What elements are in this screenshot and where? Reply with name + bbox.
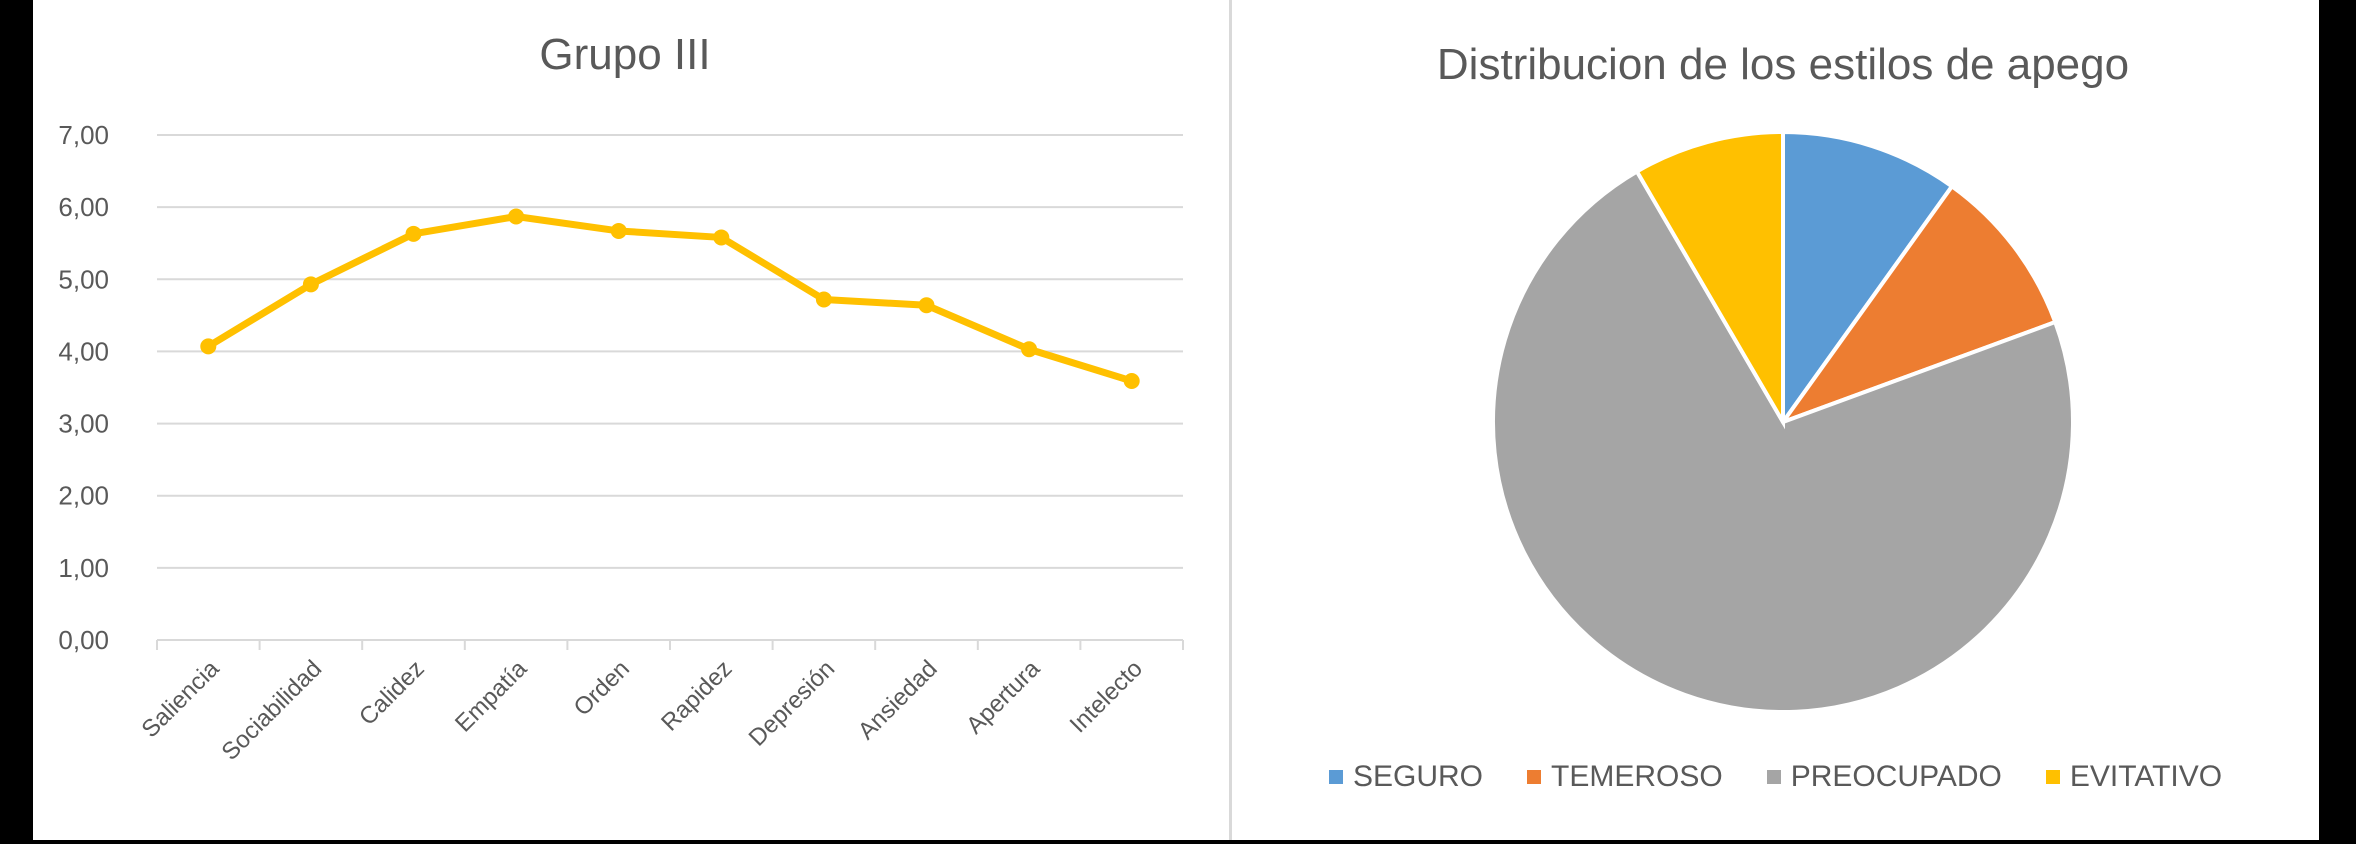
- x-tick-label: Orden: [569, 655, 635, 721]
- x-tick-label: Intelecto: [1065, 655, 1148, 738]
- y-axis-tick-labels: 0,00 1,00 2,00 3,00 4,00 5,00 6,00 7,00: [58, 120, 109, 655]
- y-tick-label: 1,00: [58, 553, 109, 583]
- y-tick-label: 4,00: [58, 336, 109, 366]
- pie-slice-evitativo: [1634, 129, 1785, 430]
- x-tick-label: Depresión: [744, 655, 840, 751]
- y-tick-label: 5,00: [58, 264, 109, 294]
- chart-divider: [1229, 0, 1232, 840]
- pie-slices: [1491, 129, 2075, 714]
- legend-swatch-preocupado-icon: [1766, 770, 1781, 784]
- pie-chart-title: Distribucion de los estilos de apego: [1436, 40, 2130, 89]
- data-point-marker: [815, 291, 832, 308]
- legend-label: TEMEROSO: [1551, 760, 1723, 793]
- x-tick-label: Apertura: [961, 655, 1046, 740]
- legend-swatch-evitativo-icon: [2045, 770, 2060, 784]
- pie-slice-preocupado: [1491, 168, 2075, 714]
- x-tick-label: Sociabilidad: [217, 655, 328, 766]
- y-gridlines: [157, 134, 1183, 569]
- legend-label: EVITATIVO: [2069, 760, 2223, 793]
- pie-slice-temeroso: [1777, 183, 2058, 427]
- data-point-marker: [713, 229, 730, 246]
- legend-item-temeroso: TEMEROSO: [1527, 760, 1723, 794]
- series-line: [206, 213, 1133, 385]
- x-tick-label: Calidez: [354, 655, 430, 731]
- data-point-marker: [610, 222, 627, 239]
- line-chart: 0,00 1,00 2,00 3,00 4,00 5,00 6,00 7,00 Salienc…: [58, 120, 1184, 766]
- x-tick-label: Saliencia: [137, 655, 225, 743]
- data-point-marker: [508, 208, 525, 225]
- data-point-marker: [1021, 341, 1038, 358]
- y-tick-label: 2,00: [58, 481, 109, 511]
- x-tick-label: Rapidez: [656, 655, 737, 736]
- data-point-marker: [405, 225, 422, 242]
- data-point-marker: [918, 297, 935, 314]
- legend-item-seguro: SEGURO: [1329, 760, 1483, 794]
- chart-canvas: Grupo III 0,00 1,00 2,00 3,00 4,00 5,00 6,00 7,…: [33, 0, 2319, 840]
- legend-swatch-temeroso-icon: [1527, 770, 1542, 784]
- line-chart-title: Grupo III: [539, 30, 711, 79]
- data-point-marker: [302, 276, 319, 293]
- legend-label: SEGURO: [1353, 760, 1484, 793]
- pie-legend: SEGURO TEMEROSO PREOCUPADO EVITATIVO: [1329, 760, 2222, 794]
- y-tick-label: 6,00: [58, 192, 109, 222]
- legend-item-preocupado: PREOCUPADO: [1766, 760, 2002, 794]
- data-point-marker: [1123, 373, 1140, 390]
- x-tick-label: Empatía: [450, 655, 533, 738]
- pie-slice-seguro: [1781, 129, 1955, 429]
- y-tick-label: 3,00: [58, 409, 109, 439]
- y-tick-label: 0,00: [58, 625, 109, 655]
- x-tick-label: Ansiedad: [853, 655, 943, 745]
- y-tick-label: 7,00: [58, 120, 109, 150]
- legend-swatch-seguro-icon: [1329, 770, 1343, 784]
- legend-item-evitativo: EVITATIVO: [2045, 760, 2223, 794]
- line-series-grupo-iii: [200, 208, 1140, 390]
- legend-label: PREOCUPADO: [1790, 760, 2002, 793]
- x-axis: [156, 639, 1184, 650]
- data-point-marker: [200, 338, 217, 355]
